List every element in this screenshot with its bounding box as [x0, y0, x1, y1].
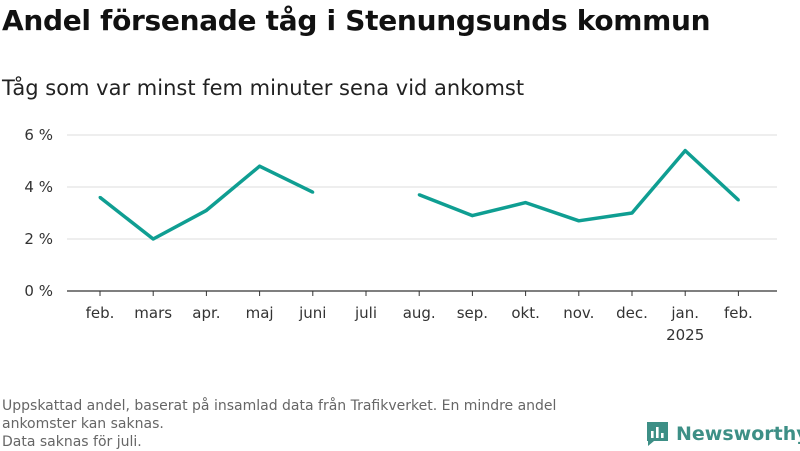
data-point	[417, 193, 421, 197]
y-tick-label: 6 %	[24, 126, 53, 144]
x-tick-label: okt.	[511, 304, 540, 322]
series-line-segment	[98, 164, 314, 241]
line-chart: 0 % 2 % 4 % 6 % feb. mars apr. maj juni juli aug.…	[24, 126, 777, 344]
series-line-segment	[418, 148, 740, 223]
y-tick-label: 4 %	[24, 178, 53, 196]
data-point	[151, 237, 155, 241]
brand-logo: Newsworthy	[645, 419, 800, 449]
x-tick-label: maj	[246, 304, 274, 322]
chart-title: Andel försenade tåg i Stenungsunds kommu…	[2, 4, 711, 37]
data-point	[258, 164, 262, 168]
x-tick-label: nov.	[563, 304, 594, 322]
x-tick-label: aug.	[403, 304, 436, 322]
x-tick-label: juni	[298, 304, 326, 322]
footnote-line: Uppskattad andel, baserat på insamlad da…	[2, 398, 557, 414]
x-tick-label: feb.	[86, 304, 115, 322]
x-axis-ticks: feb. mars apr. maj juni juli aug. sep. okt. nov. d…	[86, 291, 753, 344]
data-point	[204, 208, 208, 212]
y-tick-label: 0 %	[24, 282, 53, 300]
data-point	[577, 219, 581, 223]
data-point	[98, 195, 102, 199]
data-point	[683, 149, 687, 153]
footnote: Uppskattad andel, baserat på insamlad da…	[2, 397, 642, 451]
data-series	[98, 148, 740, 241]
x-tick-label: apr.	[192, 304, 220, 322]
grid-lines	[67, 134, 777, 292]
data-point	[311, 190, 315, 194]
x-tick-label: feb.	[724, 304, 753, 322]
y-axis-ticks: 0 % 2 % 4 % 6 %	[24, 126, 53, 300]
y-tick-label: 2 %	[24, 230, 53, 248]
x-tick-label: jan.	[670, 304, 699, 322]
x-tick-label: juli	[354, 304, 377, 322]
x-tick-label: sep.	[457, 304, 488, 322]
chart-subtitle: Tåg som var minst fem minuter sena vid a…	[2, 76, 525, 100]
x-tick-label: mars	[134, 304, 172, 322]
x-tick-label: dec.	[616, 304, 648, 322]
brand-name: Newsworthy	[676, 423, 800, 445]
footnote-line: ankomster kan saknas.	[2, 416, 164, 432]
data-point	[736, 198, 740, 202]
footnote-line: Data saknas för juli.	[2, 434, 142, 450]
data-point	[630, 211, 634, 215]
x-tick-year-label: 2025	[666, 326, 704, 344]
data-point	[524, 201, 528, 205]
newsworthy-logo-icon	[647, 422, 668, 446]
data-point	[470, 214, 474, 218]
